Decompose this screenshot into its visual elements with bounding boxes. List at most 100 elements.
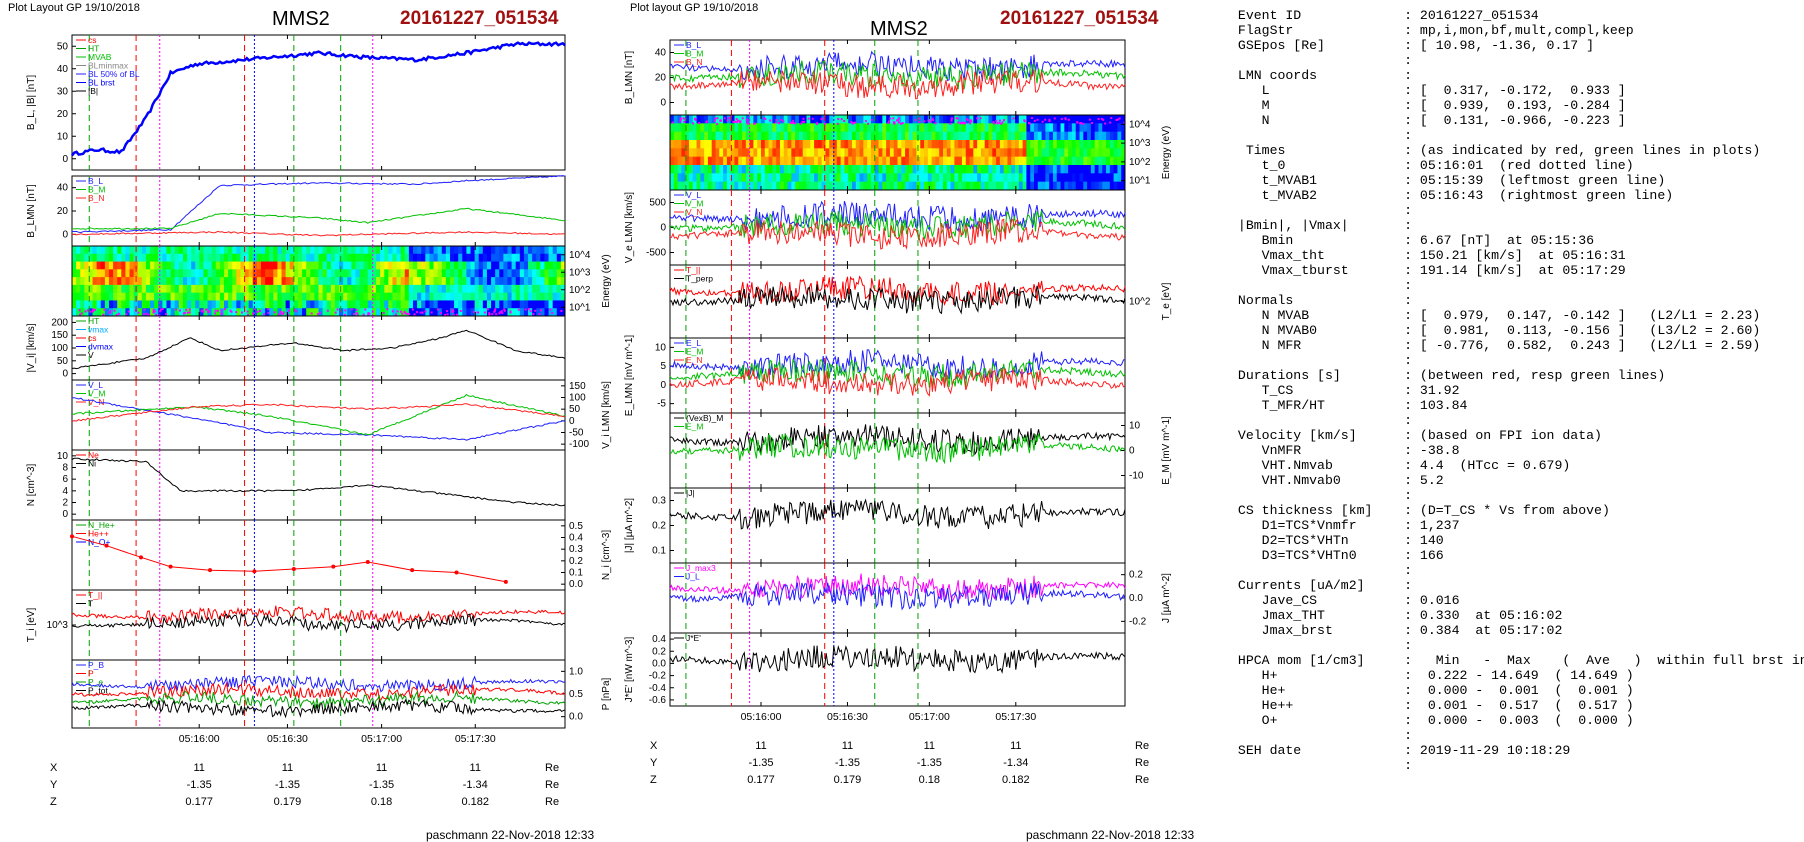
heatmap-cell <box>515 261 521 270</box>
heatmap-cell <box>363 284 369 294</box>
ephemeris-unit: Re <box>1135 757 1150 769</box>
heatmap-cell <box>836 148 842 158</box>
heatmap-cell <box>1003 148 1008 158</box>
heatmap-cell <box>1041 165 1046 174</box>
heatmap-cell <box>347 277 352 286</box>
ephemeris-row-label: Y <box>650 757 658 769</box>
heatmap-cell <box>954 115 959 124</box>
heatmap-cell <box>692 140 698 149</box>
heatmap-cell <box>244 284 250 294</box>
heatmap-cell <box>795 148 800 158</box>
heatmap-cell <box>943 123 948 133</box>
heatmap-cell <box>1026 131 1031 141</box>
heatmap-cell <box>211 300 217 309</box>
heatmap-cell <box>1007 156 1012 166</box>
heatmap-noise <box>1100 117 1103 120</box>
heatmap-cell <box>912 148 917 158</box>
heatmap-cell <box>117 308 122 317</box>
heatmap-noise <box>456 313 459 316</box>
legend-label: V_M <box>88 389 105 399</box>
heatmap-cell <box>121 269 126 278</box>
heatmap-cell <box>905 181 910 191</box>
heatmap-cell <box>840 115 845 124</box>
heatmap-cell <box>810 123 815 133</box>
heatmap-noise <box>282 311 285 314</box>
y-tick-label: 0 <box>62 229 68 240</box>
legend-label: B_M <box>686 49 703 59</box>
heatmap-cell <box>1079 148 1084 158</box>
heatmap-cell <box>256 300 262 309</box>
heatmap-cell <box>145 308 151 317</box>
panel-left-9: 1.00.50.0P [nPa]P_BPP_eP_tot <box>71 659 612 729</box>
heatmap-cell <box>1109 123 1115 133</box>
heatmap-cell <box>367 300 373 309</box>
series-line <box>669 644 1126 674</box>
ephemeris-value: 11 <box>193 762 205 774</box>
heatmap-cell <box>844 156 849 166</box>
heatmap-cell <box>1090 115 1096 124</box>
legend-label: E_L <box>686 338 701 348</box>
heatmap-cell <box>145 300 151 309</box>
heatmap-noise <box>326 309 329 312</box>
heatmap-cell <box>939 140 944 149</box>
x-tick-label: 05:16:00 <box>179 733 220 745</box>
heatmap-noise <box>927 119 930 122</box>
info-key: VHT.Nmvab <box>1230 458 1405 473</box>
heatmap-cell <box>996 140 1001 149</box>
heatmap-noise <box>1088 118 1091 121</box>
heatmap-cell <box>984 173 989 183</box>
heatmap-noise <box>267 308 270 311</box>
heatmap-cell <box>927 123 933 133</box>
legend-label: P <box>88 669 94 679</box>
heatmap-cell <box>719 173 724 183</box>
heatmap-cell <box>474 269 480 278</box>
heatmap-noise <box>408 313 411 316</box>
heatmap-cell <box>874 115 880 124</box>
heatmap-cell <box>1056 123 1062 133</box>
legend-label: B_L <box>88 176 103 186</box>
heatmap-cell <box>170 300 176 309</box>
info-key <box>1230 488 1404 503</box>
heatmap-cell <box>1068 115 1073 124</box>
heatmap-cell <box>1056 131 1062 141</box>
heatmap-cell <box>113 300 118 309</box>
heatmap-cell <box>924 140 929 149</box>
heatmap-cell <box>749 173 754 183</box>
heatmap-cell <box>404 253 410 263</box>
heatmap-noise <box>780 118 783 121</box>
info-key <box>1230 353 1404 368</box>
legend-label: T_|| <box>88 590 102 600</box>
heatmap-cell <box>810 156 815 166</box>
heatmap-cell <box>889 140 895 149</box>
heatmap-cell <box>256 308 262 317</box>
heatmap-noise <box>89 310 92 313</box>
heatmap-cell <box>359 261 365 270</box>
heatmap-cell <box>1121 140 1126 149</box>
heatmap-cell <box>700 115 705 124</box>
series-line <box>71 674 566 693</box>
heatmap-cell <box>170 269 176 278</box>
heatmap-cell <box>528 246 533 255</box>
heatmap-cell <box>924 123 929 133</box>
heatmap-cell <box>310 284 315 294</box>
heatmap-cell <box>696 181 701 191</box>
y-tick-label: 0.0 <box>1129 593 1143 604</box>
heatmap-cell <box>867 181 872 191</box>
heatmap-cell <box>523 246 529 255</box>
heatmap-cell <box>1041 181 1046 191</box>
heatmap-cell <box>977 181 982 191</box>
heatmap-cell <box>768 156 773 166</box>
legend-label: V_L <box>88 380 103 390</box>
heatmap-cell <box>685 165 690 174</box>
heatmap-cell <box>783 173 789 183</box>
heatmap-cell <box>166 308 172 317</box>
heatmap-cell <box>726 123 732 133</box>
heatmap-cell <box>787 173 792 183</box>
heatmap-noise <box>950 119 953 122</box>
heatmap-cell <box>404 300 410 309</box>
y-tick-label: -0.2 <box>649 671 667 682</box>
heatmap-noise <box>803 120 806 123</box>
heatmap-cell <box>745 173 751 183</box>
heatmap-cell <box>380 269 385 278</box>
